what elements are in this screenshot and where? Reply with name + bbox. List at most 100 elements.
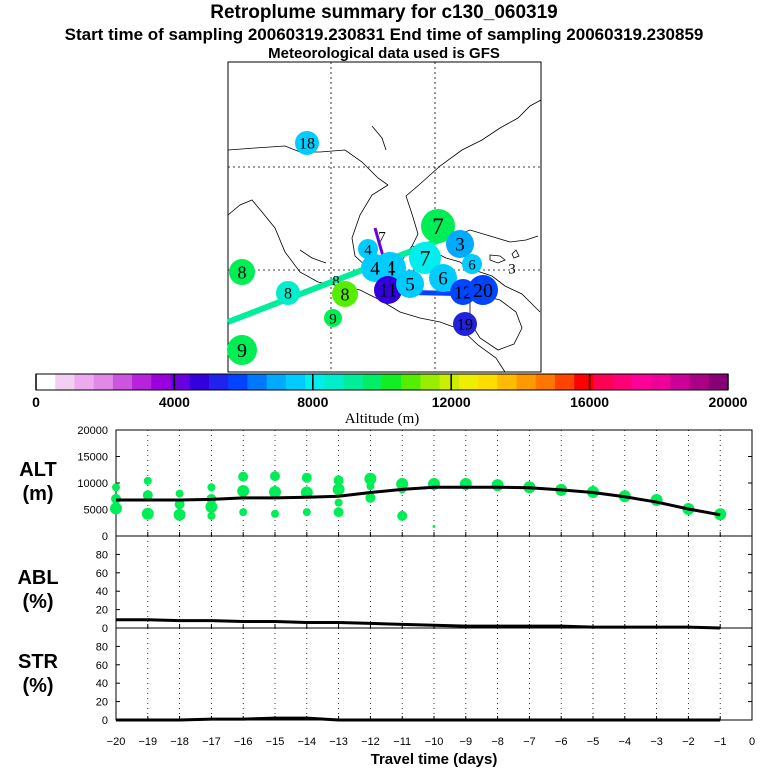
plume-day-label: 7 [378, 229, 386, 245]
plume-day-label: 8 [332, 273, 340, 289]
colorbar-swatch [708, 374, 729, 390]
altitude-scatter-point [397, 510, 408, 521]
colorbar-swatch [670, 374, 690, 390]
colorbar-swatch [497, 374, 517, 390]
altitude-scatter-point [142, 490, 153, 501]
x-tick-label: −15 [266, 736, 285, 748]
plume-day-label: 20 [473, 280, 493, 302]
x-tick-label: −16 [234, 736, 253, 748]
colorbar-axis-label: Altitude (m) [345, 411, 420, 427]
plume-marker: 8 [332, 273, 340, 289]
plume-marker: 6 [462, 254, 482, 274]
colorbar-swatch [516, 374, 537, 390]
plume-day-label: 3 [455, 235, 465, 256]
altitude-scatter-point [173, 508, 186, 521]
y-tick-label: 20 [96, 605, 108, 617]
colorbar-swatch [555, 374, 575, 390]
x-tick-label: −5 [587, 736, 600, 748]
plume-marker-dot [468, 275, 498, 305]
series-line [116, 618, 721, 630]
colorbar-swatch [382, 374, 402, 390]
y-tick-label: 80 [96, 641, 108, 653]
panel-unit-label: (m) [22, 483, 53, 505]
plume-marker: 9 [324, 309, 342, 327]
altitude-scatter-point [270, 471, 280, 482]
y-tick-label: 5000 [84, 505, 108, 517]
x-tick-label: −2 [682, 736, 695, 748]
x-tick-label: −6 [555, 736, 568, 748]
panel-title: ABL [17, 567, 58, 589]
plume-marker-dot [229, 259, 255, 285]
series-line [116, 485, 721, 517]
chart-title: Retroplume summary for c130_060319 [210, 2, 558, 23]
plume-day-label: 19 [457, 317, 473, 334]
x-tick-label: −9 [460, 736, 473, 748]
plume-marker-dot [295, 131, 319, 155]
plume-day-label: 8 [238, 262, 247, 282]
plume-marker-dot [324, 309, 342, 327]
colorbar-swatch [228, 374, 248, 390]
y-tick-label: 80 [96, 549, 108, 561]
panel-alt: 0 5000 10000 15000 20000 ALT(m) [19, 425, 753, 543]
altitude-scatter-point [143, 476, 152, 485]
altitude-scatter-point [432, 524, 436, 528]
colorbar-swatch [631, 374, 652, 390]
colorbar-swatch [324, 374, 344, 390]
colorbar-swatch [132, 374, 152, 390]
plume-marker: 7 [409, 242, 441, 274]
plume-marker: 7 [378, 229, 386, 245]
x-tick-label: −17 [202, 736, 221, 748]
altitude-scatter-point [207, 483, 216, 492]
plume-trajectory [226, 237, 442, 325]
colorbar-swatch [343, 374, 364, 390]
colorbar-swatch [74, 374, 95, 390]
colorbar-swatch [420, 374, 441, 390]
plume-day-label: 7 [432, 214, 444, 239]
plume-day-label: 4 [385, 256, 396, 281]
plume-marker-dot [374, 276, 402, 304]
plume-day-label: 12 [454, 282, 472, 302]
x-tick-label: −8 [491, 736, 504, 748]
x-tick-label: −14 [297, 736, 316, 748]
colorbar-swatch [305, 374, 325, 390]
plume-marker-dot [332, 281, 358, 307]
y-tick-label: 60 [96, 568, 108, 580]
altitude-scatter-point [112, 483, 120, 492]
altitude-scatter-point [141, 507, 154, 520]
altitude-scatter-point [269, 486, 281, 499]
x-tick-label: −13 [329, 736, 348, 748]
colorbar-swatch [189, 374, 210, 390]
plume-marker-dot [453, 312, 477, 336]
colorbar-swatch [401, 374, 421, 390]
colorbar-tick-label: 0 [32, 394, 40, 410]
x-tick-label: −20 [107, 736, 126, 748]
altitude-colorbar: 0 4000 8000 12000 16000 20000 Altitude (m) [32, 373, 748, 427]
series-line [116, 716, 721, 722]
x-tick-label: −11 [393, 736, 411, 748]
plume-marker: 3 [446, 230, 474, 258]
plume-marker-dot [358, 239, 378, 259]
altitude-scatter-point [333, 507, 344, 518]
plume-day-label: 9 [329, 311, 337, 327]
x-tick-label: −1 [714, 736, 727, 748]
plume-day-label: 11 [379, 281, 397, 302]
colorbar-tick-label: 20000 [709, 394, 748, 410]
x-tick-label: −3 [650, 736, 663, 748]
colorbar-swatch [266, 374, 287, 390]
colorbar-swatch [651, 374, 671, 390]
colorbar-swatch [593, 374, 614, 390]
sampling-time-subtitle: Start time of sampling 20060319.230831 E… [64, 25, 704, 44]
x-tick-label: −19 [138, 736, 157, 748]
colorbar-swatch [362, 374, 383, 390]
y-tick-label: 40 [96, 678, 108, 690]
plume-day-label: 8 [284, 286, 292, 303]
colorbar-swatch [285, 374, 306, 390]
altitude-scatter-point [302, 508, 311, 517]
x-tick-label: −4 [619, 736, 632, 748]
plume-marker-dot [462, 254, 482, 274]
x-tick-label: −10 [425, 736, 444, 748]
altitude-scatter-point [110, 502, 122, 515]
